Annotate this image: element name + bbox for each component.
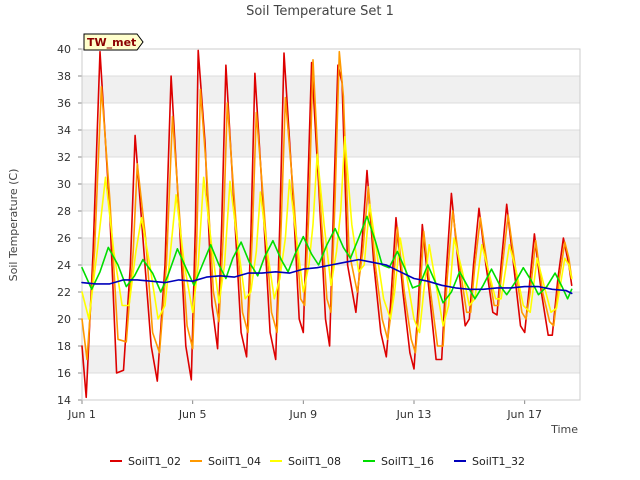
x-axis-ticks: Jun 1 Jun 5 Jun 9 Jun 13 Jun 17: [67, 400, 542, 421]
y-tick-label: 22: [57, 286, 71, 299]
y-tick-label: 18: [57, 340, 71, 353]
series-line-soilt1_16: [81, 215, 573, 304]
series-line-soilt1_32: [81, 258, 573, 295]
legend-label: SoilT1_16: [381, 455, 434, 468]
grid-band: [82, 76, 580, 103]
y-tick-label: 14: [57, 394, 71, 407]
station-tag-box: [83, 33, 144, 51]
y-tick-label: 30: [57, 178, 71, 191]
grid-bands: [82, 76, 580, 373]
x-tick-label: Jun 1: [67, 408, 96, 421]
y-tick-label: 20: [57, 313, 71, 326]
station-tag-label: TW_met: [87, 36, 136, 49]
y-tick-label: 26: [57, 232, 71, 245]
legend-label: SoilT1_08: [288, 455, 341, 468]
plot-frame: [81, 48, 581, 401]
y-tick-label: 28: [57, 205, 71, 218]
legend: SoilT1_02 SoilT1_04 SoilT1_08 SoilT1_16 Soil…: [110, 455, 525, 468]
grid-band: [82, 130, 580, 157]
series-line-soilt1_08: [81, 136, 573, 334]
x-axis-label: Time: [550, 423, 578, 436]
chart-title: Soil Temperature Set 1: [246, 4, 394, 19]
y-tick-label: 32: [57, 151, 71, 164]
legend-label: SoilT1_02: [128, 455, 181, 468]
y-tick-label: 34: [57, 124, 71, 137]
x-tick-label: Jun 9: [288, 408, 317, 421]
y-axis-label: Soil Temperature (C): [7, 169, 20, 282]
y-tick-label: 40: [57, 43, 71, 56]
legend-label: SoilT1_32: [472, 455, 525, 468]
y-tick-label: 36: [57, 97, 71, 110]
legend-label: SoilT1_04: [208, 455, 261, 468]
grid-band: [82, 184, 580, 211]
y-tick-label: 16: [57, 367, 71, 380]
station-tag: TW_met: [83, 33, 144, 51]
y-tick-label: 24: [57, 259, 71, 272]
x-tick-label: Jun 13: [396, 408, 432, 421]
series-lines: [81, 49, 573, 399]
grid-band: [82, 346, 580, 373]
y-tick-label: 38: [57, 70, 71, 83]
x-tick-label: Jun 5: [178, 408, 207, 421]
x-tick-label: Jun 17: [506, 408, 542, 421]
